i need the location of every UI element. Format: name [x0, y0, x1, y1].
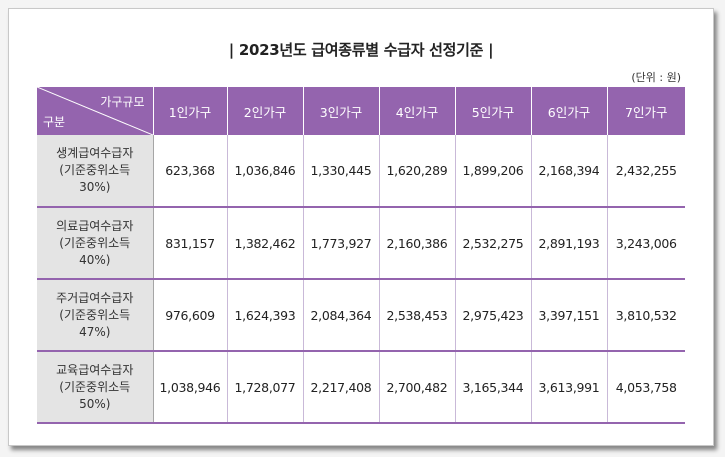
row-label-cell: 교육급여수급자 (기준중위소득 50%): [37, 351, 154, 423]
table-cell: 1,038,946: [159, 379, 221, 395]
row-label-line: (기준중위소득: [59, 307, 131, 322]
column-header: 2인가구: [226, 87, 303, 135]
table-cell: 1,620,289: [378, 135, 455, 207]
table-cell: 2,700,482: [378, 351, 455, 423]
row-label-cell: 의료급여수급자 (기준중위소득 40%): [37, 207, 154, 279]
table-cell: 2,532,275: [454, 207, 531, 279]
table-cell: 2,084,364: [302, 279, 379, 351]
row-label-cell: 생계급여수급자 (기준중위소득 30%): [37, 135, 154, 207]
diagonal-divider: [37, 87, 153, 135]
table-cell: 3,243,006: [606, 207, 685, 279]
table-cell: 2,891,193: [530, 207, 607, 279]
row-label-line: (기준중위소득: [59, 163, 131, 177]
table-cell: 2,217,408: [302, 351, 379, 423]
table-cell: 2,538,453: [378, 279, 455, 351]
table-cell: 1,036,846: [226, 135, 303, 207]
selection-criteria-table: 가구규모 구분 1인가구 2인가구 3인가구 4인가구 5인가구 6인가구 7인…: [37, 87, 685, 424]
row-label-line: 47%): [79, 324, 111, 339]
row-label-line: (기준중위소득: [59, 379, 131, 394]
unit-note: (단위 : 원): [631, 71, 681, 84]
corner-header-cell: 가구규모 구분: [37, 87, 153, 135]
corner-category-label: 구분: [43, 115, 66, 129]
row-label-line: 의료급여수급자: [56, 218, 134, 233]
table-cell: 3,397,151: [530, 279, 607, 351]
table-cell: 1,728,077: [226, 351, 303, 423]
table-cell: 2,160,386: [378, 207, 455, 279]
column-header: 6인가구: [530, 87, 607, 135]
table-cell: 3,613,991: [530, 351, 607, 423]
column-header: 3인가구: [302, 87, 379, 135]
table-cell: 2,975,423: [454, 279, 531, 351]
table-cell: 4,053,758: [606, 351, 685, 423]
row-label-line: 40%): [79, 252, 111, 267]
table-title: | 2023년도 급여종류별 수급자 선정기준 |: [228, 41, 494, 59]
column-header: 7인가구: [606, 87, 685, 135]
table-row: 주거급여수급자 (기준중위소득 47%) 976,609 1,624,393 2…: [37, 279, 685, 351]
column-header: 5인가구: [454, 87, 531, 135]
table-cell: 976,609: [165, 307, 215, 323]
table-cell: 3,165,344: [454, 351, 531, 423]
table-row: 생계급여수급자 (기준중위소득 30%) 623,368 1,036,846 1…: [37, 135, 685, 207]
row-label-cell: 주거급여수급자 (기준중위소득 47%): [37, 279, 154, 351]
table-cell: 1,624,393: [226, 279, 303, 351]
table-cell: 3,810,532: [606, 279, 685, 351]
table-row: 의료급여수급자 (기준중위소득 40%) 831,157 1,382,462 1…: [37, 207, 685, 279]
row-label-line: 30%): [79, 180, 111, 194]
table-cell: 2,168,394: [530, 135, 607, 207]
column-header: 4인가구: [378, 87, 455, 135]
table-cell: 623,368: [165, 163, 215, 178]
table-row: 교육급여수급자 (기준중위소득 50%) 1,038,946 1,728,077…: [37, 351, 685, 423]
table-cell: 2,432,255: [606, 135, 685, 207]
row-label-line: 50%): [79, 396, 111, 411]
table-cell: 1,382,462: [226, 207, 303, 279]
table-cell: 1,330,445: [302, 135, 379, 207]
document-card: | 2023년도 급여종류별 수급자 선정기준 | (단위 : 원) 가구규모 …: [8, 8, 714, 446]
row-label-line: 교육급여수급자: [56, 362, 134, 377]
header-row: 가구규모 구분 1인가구 2인가구 3인가구 4인가구 5인가구 6인가구 7인…: [37, 87, 685, 135]
row-label-line: 생계급여수급자: [56, 146, 134, 160]
table-cell: 1,899,206: [454, 135, 531, 207]
column-header: 1인가구: [152, 87, 227, 135]
table-cell: 1,773,927: [302, 207, 379, 279]
corner-household-size-label: 가구규모: [100, 95, 145, 109]
row-label-line: 주거급여수급자: [56, 290, 134, 305]
table-cell: 831,157: [165, 235, 215, 251]
row-label-line: (기준중위소득: [59, 235, 131, 250]
